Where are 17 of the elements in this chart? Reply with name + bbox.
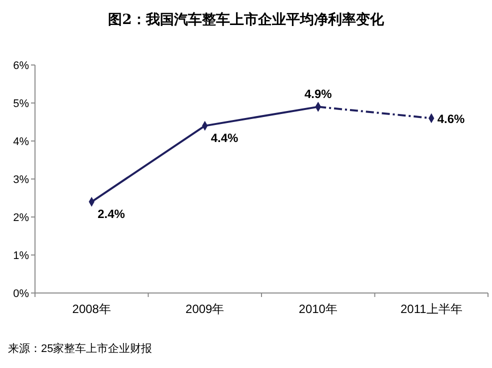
data-label: 4.9% bbox=[304, 86, 332, 101]
y-tick-label: 0% bbox=[13, 288, 30, 300]
x-tick-label: 2008年 bbox=[72, 302, 111, 316]
y-tick-label: 4% bbox=[13, 136, 30, 148]
data-label: 4.6% bbox=[437, 112, 466, 126]
y-tick-label: 1% bbox=[13, 250, 30, 262]
x-tick-label: 2009年 bbox=[186, 302, 224, 316]
y-tick-label: 6% bbox=[13, 60, 30, 72]
data-label: 4.4% bbox=[210, 130, 239, 145]
data-label: 2.4% bbox=[98, 206, 126, 221]
y-tick-label: 3% bbox=[13, 174, 30, 186]
x-tick-label: 2010年 bbox=[298, 302, 338, 316]
chart-title: 图2：我国汽车整车上市企业平均净利率变化 bbox=[108, 11, 385, 28]
y-tick-label: 2% bbox=[13, 212, 30, 224]
y-tick-label: 5% bbox=[13, 98, 30, 110]
x-tick-label: 2011上半年 bbox=[400, 302, 462, 316]
source-note: 来源：25家整车上市企业财报 bbox=[8, 342, 152, 355]
